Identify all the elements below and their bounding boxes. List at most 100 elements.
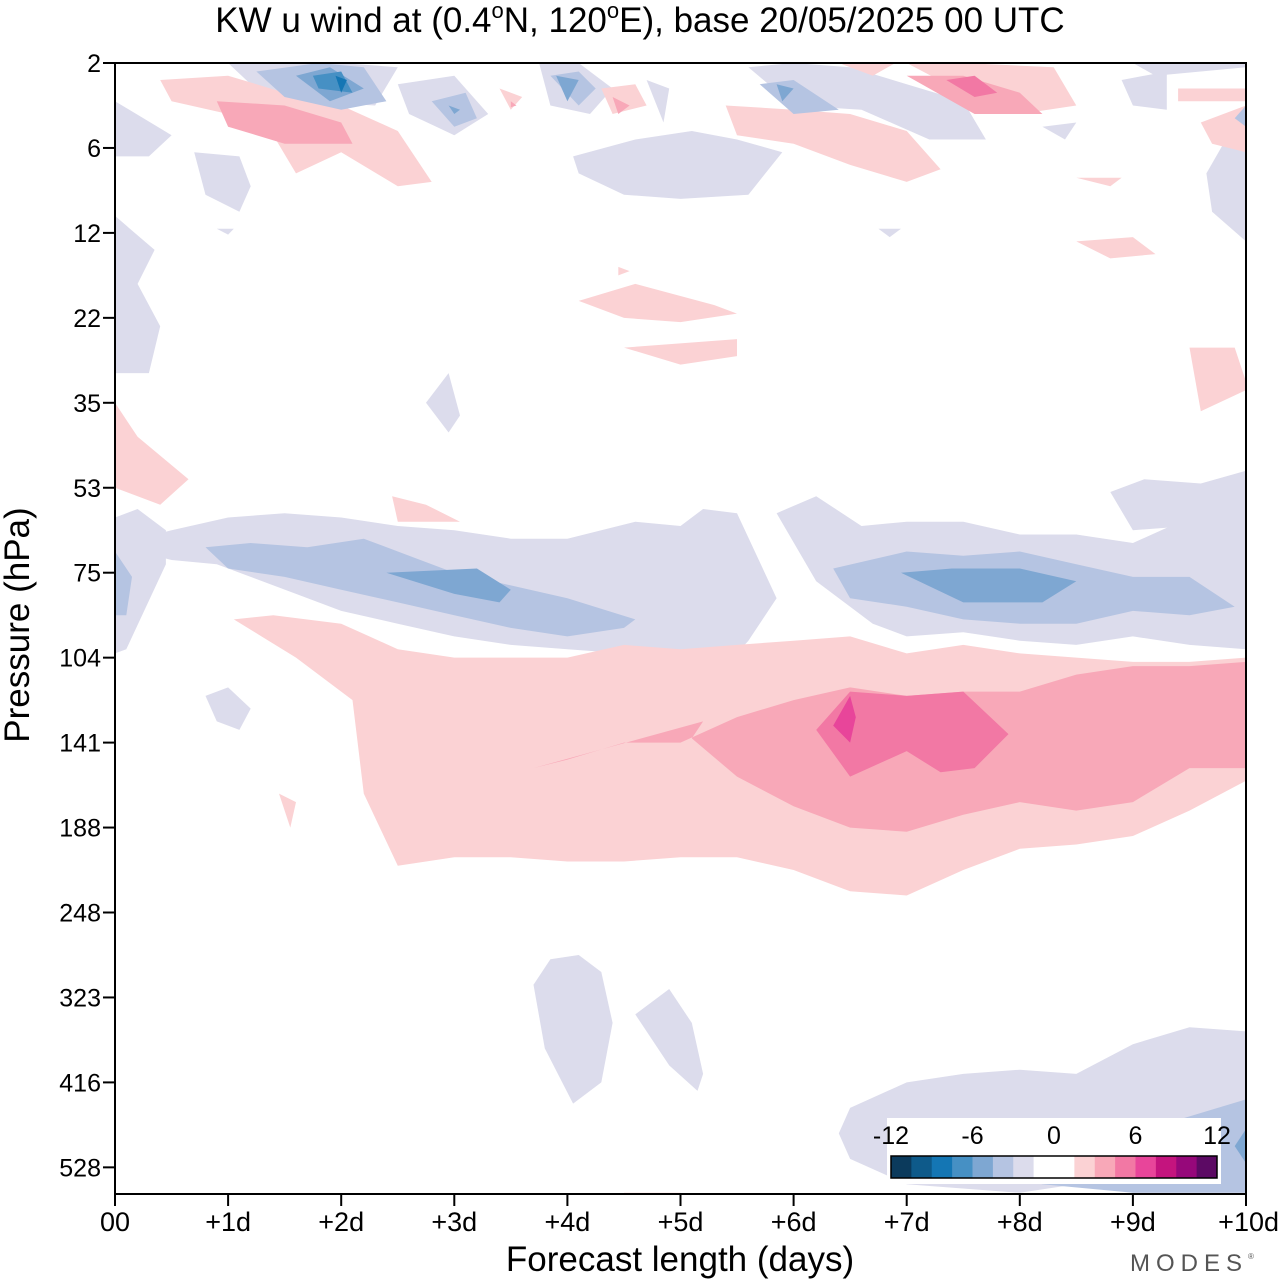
colorbar-label: -6 — [961, 1122, 983, 1150]
contour-region-44 — [205, 538, 636, 637]
x-tick-label: +2d — [318, 1207, 364, 1237]
y-tick-label: 528 — [59, 1154, 101, 1182]
brand-logo: MODES® — [1130, 1250, 1254, 1277]
y-tick-label: 53 — [73, 475, 101, 503]
y-tick-label: 141 — [59, 730, 101, 758]
contour-region-9 — [115, 215, 161, 374]
y-tick-label: 12 — [73, 220, 101, 248]
colorbar-swatch — [1135, 1156, 1157, 1178]
y-tick-label: 323 — [59, 984, 101, 1012]
y-tick-label: 248 — [59, 900, 101, 928]
colorbar-swatch — [952, 1156, 973, 1178]
contour-region-18 — [1042, 122, 1077, 140]
x-tick-label: +10d — [1218, 1207, 1279, 1237]
x-tick-label: +5d — [658, 1207, 704, 1237]
contour-region-8 — [426, 373, 460, 433]
y-tick-label: 188 — [59, 815, 101, 843]
contour-region-31 — [1076, 237, 1156, 259]
contour-region-39 — [1178, 88, 1246, 102]
colorbar-swatch — [911, 1156, 933, 1178]
contour-region-42 — [1076, 177, 1122, 187]
contour-region-17 — [748, 63, 986, 140]
x-tick-label: +4d — [544, 1207, 590, 1237]
colorbar-swatch — [931, 1156, 953, 1178]
contour-region-19 — [1121, 71, 1167, 110]
y-tick-label: 2 — [87, 50, 101, 78]
colorbar-swatch — [1033, 1156, 1055, 1178]
contour-region-4 — [533, 955, 613, 1104]
contour-region-56 — [510, 101, 517, 108]
colorbar-swatch — [1155, 1156, 1177, 1178]
contour-region-7 — [205, 687, 251, 730]
contour-region-62 — [776, 84, 794, 102]
contour-region-51 — [1234, 105, 1246, 127]
contour-region-28 — [578, 283, 737, 323]
y-tick-label: 6 — [87, 135, 101, 163]
colorbar-label: 0 — [1047, 1122, 1061, 1150]
contour-fields — [115, 63, 1246, 1194]
contour-region-43 — [115, 551, 132, 616]
contour-region-27 — [392, 496, 460, 522]
contour-region-35 — [601, 84, 647, 114]
contour-region-63 — [448, 105, 460, 114]
y-tick-label: 104 — [59, 645, 101, 673]
contour-region-38 — [838, 63, 896, 76]
contour-region-10 — [115, 101, 172, 157]
y-tick-label: 35 — [73, 390, 101, 418]
contour-region-26 — [115, 402, 189, 505]
contour-region-36 — [725, 105, 941, 182]
x-tick-label: +3d — [431, 1207, 477, 1237]
contour-region-11 — [194, 152, 251, 212]
contour-region-40 — [1200, 105, 1246, 153]
y-axis-title: Pressure (hPa) — [0, 507, 37, 743]
x-tick-label: +9d — [1110, 1207, 1156, 1237]
colorbar-swatch — [1196, 1156, 1218, 1178]
contour-region-16 — [573, 131, 783, 199]
contour-region-3 — [1110, 470, 1246, 531]
x-tick-label: +8d — [997, 1207, 1043, 1237]
x-tick-label: 00 — [100, 1207, 130, 1237]
chart-title: KW u wind at (0.4oN, 120oE), base 20/05/… — [215, 0, 1065, 40]
x-tick-label: +1d — [205, 1207, 251, 1237]
colorbar-swatch — [1115, 1156, 1136, 1178]
contour-region-65 — [946, 75, 998, 97]
x-axis-title: Forecast length (days) — [505, 1240, 855, 1279]
contour-region-30 — [618, 266, 630, 276]
contour-region-68 — [335, 75, 347, 93]
contour-region-53 — [216, 101, 353, 144]
x-tick-label: +7d — [884, 1207, 930, 1237]
colorbar-swatch — [891, 1156, 912, 1178]
colorbar-frame — [890, 1155, 1218, 1179]
colorbar-swatch — [1094, 1156, 1116, 1178]
contour-region-67 — [833, 695, 856, 743]
contour-region-23 — [216, 228, 234, 235]
contour-region-25 — [279, 793, 296, 828]
contour-region-57 — [386, 568, 511, 603]
colorbar-swatch — [1176, 1156, 1198, 1178]
contour-region-34 — [499, 88, 523, 110]
colorbar-swatch — [1013, 1156, 1035, 1178]
y-tick-label: 22 — [73, 305, 101, 333]
contour-region-55 — [612, 97, 630, 114]
colorbar-label: 12 — [1203, 1122, 1231, 1150]
x-tick-label: +6d — [771, 1207, 817, 1237]
contour-region-58 — [901, 568, 1077, 603]
colorbar-label: 6 — [1129, 1122, 1143, 1150]
colorbar-legend: -12 -6 0 6 12 — [873, 1118, 1231, 1184]
contour-region-29 — [624, 339, 737, 365]
contour-region-15 — [646, 80, 670, 123]
contour-region-61 — [556, 75, 579, 102]
y-tick-label: 416 — [59, 1069, 101, 1097]
colorbar-swatch — [972, 1156, 994, 1178]
contour-region-64 — [816, 691, 1009, 777]
colorbar-swatch — [1074, 1156, 1096, 1178]
contour-region-59 — [1234, 1129, 1246, 1164]
y-axis: 2 6 12 22 35 53 75 104 141 188 248 323 416 528 — [59, 50, 115, 1182]
x-axis: 00 +1d +2d +3d +4d +5d +6d +7d +8d +9d +10d — [100, 1194, 1279, 1237]
contour-region-32 — [1189, 347, 1246, 412]
contour-region-20 — [1132, 63, 1246, 76]
colorbar-swatch — [1054, 1156, 1075, 1178]
colorbar-label: -12 — [873, 1122, 909, 1150]
contour-region-21 — [1206, 139, 1246, 242]
